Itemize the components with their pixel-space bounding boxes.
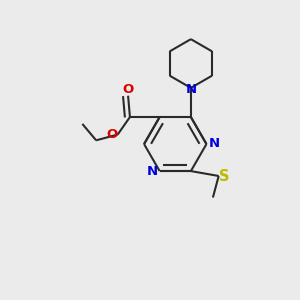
Text: O: O: [122, 83, 134, 96]
Text: N: N: [186, 83, 197, 96]
Text: O: O: [106, 128, 117, 141]
Text: N: N: [208, 137, 220, 150]
Text: S: S: [219, 169, 229, 184]
Text: N: N: [147, 165, 158, 178]
